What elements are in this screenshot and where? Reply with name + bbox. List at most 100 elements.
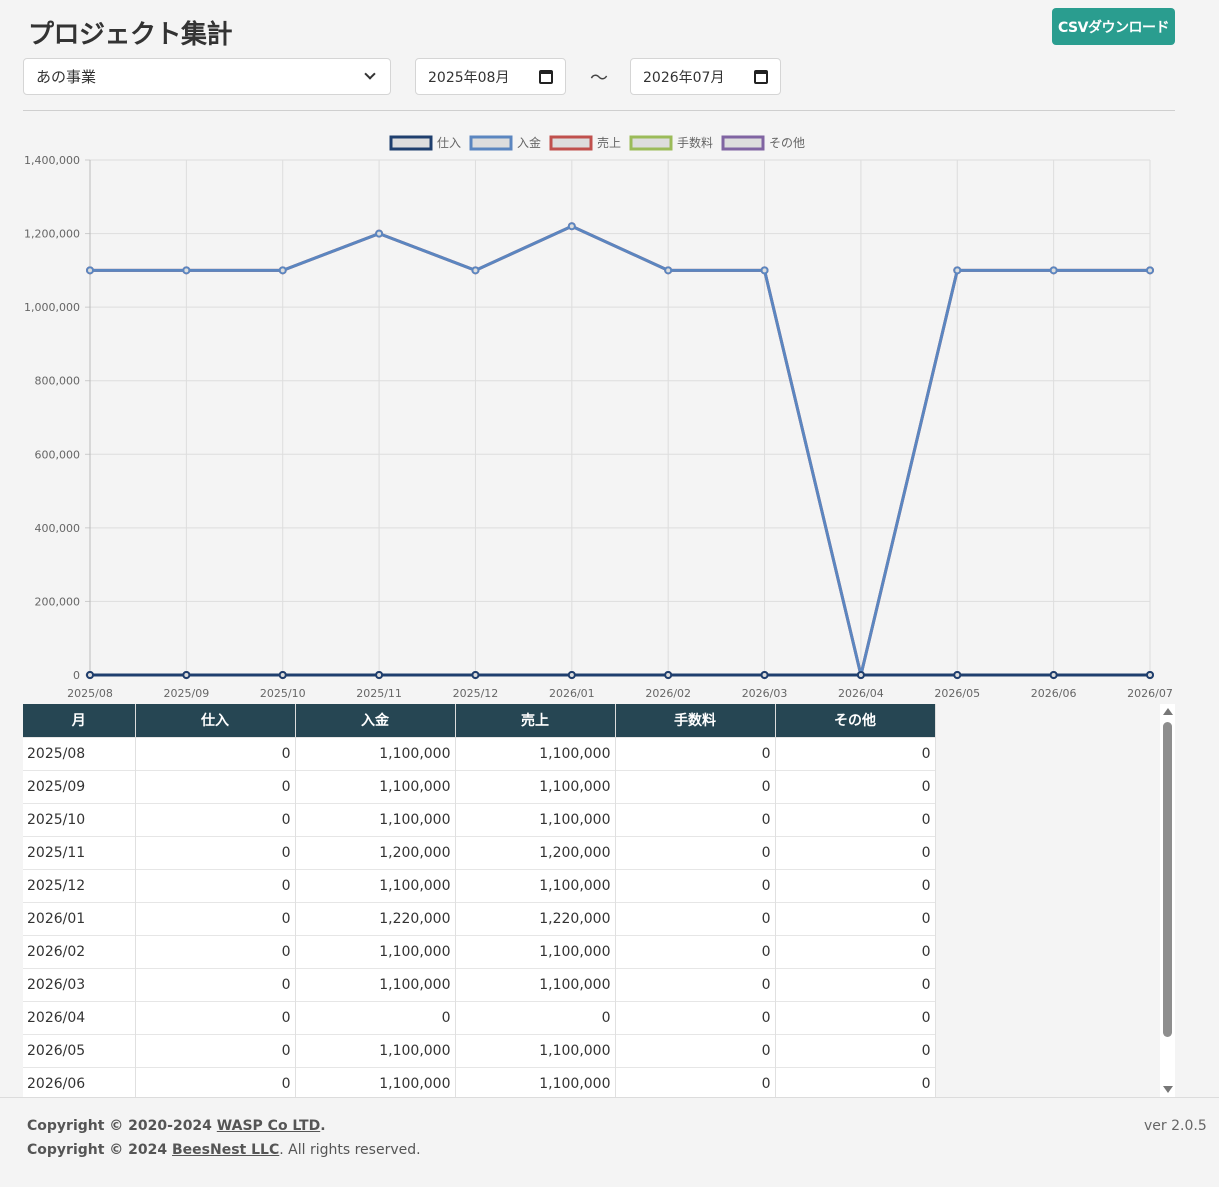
- legend-swatch: [629, 135, 673, 151]
- x-tick-label: 2025/12: [453, 687, 499, 700]
- copyright-text: Copyright © 2024: [27, 1142, 173, 1158]
- table-row: 2025/10 0 1,100,000 1,100,000 0 0: [23, 802, 936, 836]
- table-cell: 2025/11: [23, 835, 136, 869]
- table-cell: 2026/01: [23, 901, 136, 935]
- data-point: [1146, 671, 1154, 679]
- table-cell: 0: [615, 736, 776, 770]
- table-row: 2026/05 0 1,100,000 1,100,000 0 0: [23, 1033, 936, 1067]
- table-row: 2026/06 0 1,100,000 1,100,000 0 0: [23, 1066, 936, 1097]
- project-select[interactable]: あの事業: [23, 58, 391, 95]
- table-cell: 0: [775, 802, 936, 836]
- column-header: 月: [23, 704, 136, 737]
- table-cell: 1,220,000: [295, 901, 456, 935]
- date-from-input[interactable]: 2025年08月: [415, 58, 566, 95]
- table-cell: 1,100,000: [455, 802, 616, 836]
- x-tick-label: 2026/03: [742, 687, 788, 700]
- table-cell: 0: [135, 934, 296, 968]
- table-scrollbar[interactable]: [1160, 704, 1175, 1097]
- table-cell: 0: [615, 1066, 776, 1097]
- table-cell: 1,200,000: [295, 835, 456, 869]
- data-point: [1049, 266, 1058, 275]
- data-point: [182, 671, 191, 679]
- table-cell: 0: [775, 868, 936, 902]
- table-cell: 1,100,000: [455, 736, 616, 770]
- data-point: [664, 266, 673, 275]
- table-header-row: 月仕入 入金 売上 手数料 その他: [23, 704, 936, 737]
- table-cell: 0: [135, 1000, 296, 1034]
- table-row: 2026/02 0 1,100,000 1,100,000 0 0: [23, 934, 936, 968]
- legend-label: 手数料: [677, 135, 713, 150]
- table-cell: 0: [775, 967, 936, 1001]
- legend-label: その他: [769, 136, 805, 150]
- page-title: プロジェクト集計: [28, 20, 233, 50]
- table-cell: 0: [775, 901, 936, 935]
- table-row: 2025/11 0 1,200,000 1,200,000 0 0: [23, 835, 936, 869]
- table-cell: 0: [615, 901, 776, 935]
- y-tick-label: 1,000,000: [24, 301, 80, 314]
- calendar-icon[interactable]: [539, 69, 553, 84]
- wasp-link[interactable]: WASP Co LTD: [216, 1118, 321, 1134]
- table-cell: 1,100,000: [455, 934, 616, 968]
- column-header: 手数料: [615, 704, 776, 737]
- legend-swatch: [389, 135, 433, 151]
- x-tick-label: 2025/10: [260, 687, 306, 700]
- version-label: ver 2.0.5: [1144, 1118, 1207, 1134]
- scroll-thumb[interactable]: [1163, 722, 1172, 1037]
- table-cell: 0: [135, 868, 296, 902]
- date-to-input[interactable]: 2026年07月: [630, 58, 781, 95]
- x-tick-label: 2025/11: [356, 687, 402, 700]
- table-cell: 0: [295, 1000, 456, 1034]
- table-cell: 1,100,000: [295, 868, 456, 902]
- table-cell: 2025/08: [23, 736, 136, 770]
- data-point: [375, 671, 384, 679]
- data-point: [471, 671, 480, 679]
- x-tick-label: 2026/05: [934, 687, 980, 700]
- table-cell: 0: [615, 769, 776, 803]
- table-cell: 0: [135, 967, 296, 1001]
- table-cell: 2025/09: [23, 769, 136, 803]
- table-cell: 1,220,000: [455, 901, 616, 935]
- data-point: [760, 671, 769, 679]
- y-tick-label: 400,000: [35, 522, 81, 535]
- table-cell: 0: [775, 1000, 936, 1034]
- data-point: [278, 671, 287, 679]
- data-point: [471, 266, 480, 275]
- table-cell: 0: [615, 802, 776, 836]
- scroll-up-icon[interactable]: [1163, 708, 1173, 715]
- table-cell: 1,100,000: [455, 868, 616, 902]
- legend-label: 売上: [597, 135, 621, 150]
- y-tick-label: 0: [73, 669, 80, 682]
- y-tick-label: 800,000: [35, 375, 81, 388]
- table-cell: 0: [775, 769, 936, 803]
- beesnest-link[interactable]: BeesNest LLC: [172, 1142, 280, 1158]
- x-tick-label: 2026/01: [549, 687, 595, 700]
- table-cell: 0: [775, 1033, 936, 1067]
- csv-download-button[interactable]: CSVダウンロード: [1052, 8, 1175, 45]
- column-header: 仕入: [135, 704, 296, 737]
- table-cell: 0: [135, 802, 296, 836]
- summary-table-container: 月仕入 入金 売上 手数料 その他 2025/08 0 1,100,000 1,100,000…: [23, 704, 1175, 1097]
- table-cell: 2026/03: [23, 967, 136, 1001]
- date-range-separator: 〜: [590, 68, 608, 89]
- table-cell: 1,100,000: [455, 769, 616, 803]
- table-cell: 1,100,000: [455, 967, 616, 1001]
- table-cell: 0: [455, 1000, 616, 1034]
- table-row: 2026/03 0 1,100,000 1,100,000 0 0: [23, 967, 936, 1001]
- table-cell: 0: [615, 835, 776, 869]
- column-header: 売上: [455, 704, 616, 737]
- data-point: [953, 671, 962, 679]
- table-cell: 1,100,000: [295, 1066, 456, 1097]
- legend-swatch: [549, 135, 593, 151]
- project-select-value: あの事業: [36, 68, 97, 86]
- data-point: [86, 671, 94, 679]
- legend-swatch: [721, 135, 765, 151]
- table-row: 2026/04 0 0 0 0 0: [23, 1000, 936, 1034]
- table-row: 2025/09 0 1,100,000 1,100,000 0 0: [23, 769, 936, 803]
- table-cell: 0: [775, 736, 936, 770]
- data-point: [760, 266, 769, 275]
- calendar-icon[interactable]: [754, 69, 768, 84]
- table-row: 2026/01 0 1,220,000 1,220,000 0 0: [23, 901, 936, 935]
- scroll-down-icon[interactable]: [1163, 1086, 1173, 1093]
- legend-swatch: [469, 135, 513, 151]
- table-cell: 0: [135, 835, 296, 869]
